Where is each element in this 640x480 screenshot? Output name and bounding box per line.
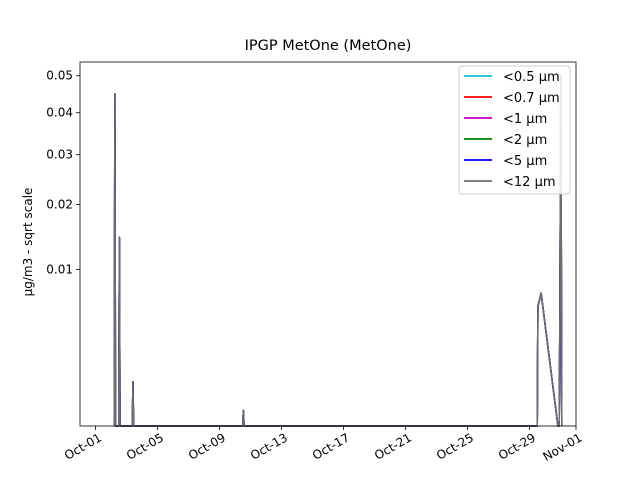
y-tick-label: 0.02 xyxy=(46,197,73,211)
y-tick-label: 0.03 xyxy=(46,148,73,162)
y-tick-label: 0.04 xyxy=(46,106,73,120)
legend-entry: <1 µm xyxy=(503,112,547,127)
chart-title: IPGP MetOne (MetOne) xyxy=(245,38,412,54)
legend-entry: <12 µm xyxy=(503,175,556,190)
legend-entry: <2 µm xyxy=(503,133,547,148)
legend-entry: <0.5 µm xyxy=(503,70,560,85)
axes-frame xyxy=(79,61,577,427)
legend-box xyxy=(458,65,571,195)
legend: <0.5 µm <0.7 µm <1 µm <2 µm <5 µm <12 µm xyxy=(458,65,571,195)
series-line-5 xyxy=(113,74,563,427)
legend-entry: <0.7 µm xyxy=(503,91,560,106)
legend-entry: <5 µm xyxy=(503,154,547,169)
y-tick-label: 0.05 xyxy=(46,69,73,83)
plot-area xyxy=(113,74,563,427)
y-tick-label: 0.01 xyxy=(46,262,73,276)
y-axis-label: µg/m3 - sqrt scale xyxy=(21,188,35,297)
